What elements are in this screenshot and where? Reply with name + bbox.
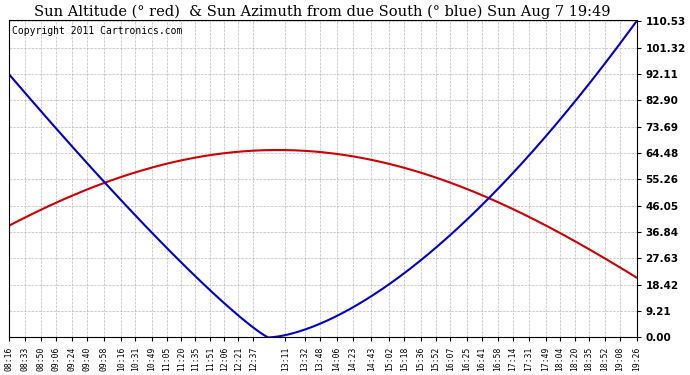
- Title: Sun Altitude (° red)  & Sun Azimuth from due South (° blue) Sun Aug 7 19:49: Sun Altitude (° red) & Sun Azimuth from …: [34, 4, 611, 18]
- Text: Copyright 2011 Cartronics.com: Copyright 2011 Cartronics.com: [12, 26, 182, 36]
